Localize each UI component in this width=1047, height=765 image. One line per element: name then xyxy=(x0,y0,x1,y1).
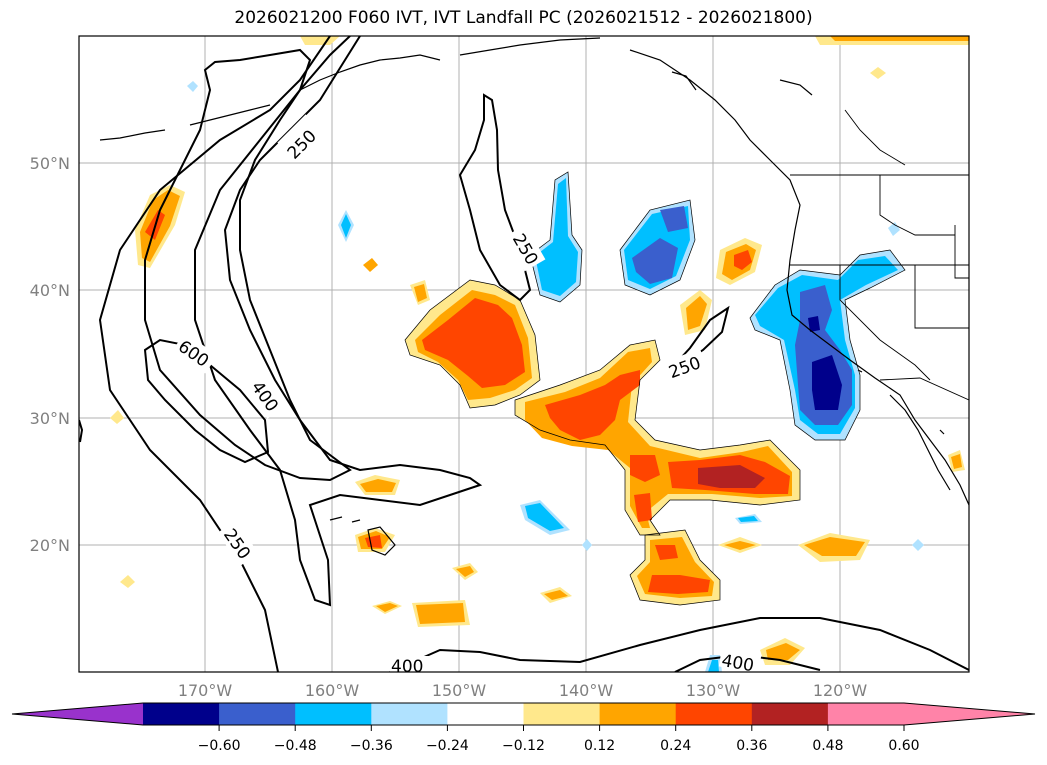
colorbar-tick-label-0: −0.60 xyxy=(198,738,241,754)
lat-label-30n: 30°N xyxy=(30,409,70,428)
colorbar-tick-label-7: 0.36 xyxy=(736,738,767,754)
map-title: 2026021200 F060 IVT, IVT Landfall PC (20… xyxy=(234,8,813,28)
colorbar-segment-7 xyxy=(675,703,753,725)
colorbar-segment-1 xyxy=(219,703,296,725)
borders xyxy=(790,109,969,401)
contour-label-400-south: 400 xyxy=(391,657,423,677)
lat-label-40n: 40°N xyxy=(30,281,70,300)
colorbar-segment-5 xyxy=(523,703,601,725)
lon-label-150w: 150°W xyxy=(432,681,487,700)
lon-label-130w: 130°W xyxy=(686,681,741,700)
lat-label-50n: 50°N xyxy=(30,154,70,173)
lat-label-20n: 20°N xyxy=(30,536,70,555)
colorbar-segment-4 xyxy=(447,703,524,725)
colorbar-segment-9 xyxy=(827,703,905,725)
negative-pc-areas xyxy=(187,81,924,672)
contour-label-400-southeast: 400 xyxy=(720,651,755,676)
map-frame xyxy=(78,35,970,673)
colorbar-over-extension xyxy=(904,703,1035,725)
lon-label-120w: 120°W xyxy=(813,681,868,700)
lon-label-170w: 170°W xyxy=(178,681,233,700)
lon-label-140w: 140°W xyxy=(559,681,614,700)
colorbar-tick-label-2: −0.36 xyxy=(350,738,393,754)
colorbar-segment-3 xyxy=(371,703,448,725)
colorbar: −0.60 −0.48 −0.36 −0.24 −0.12 0.12 0.24 0.36 0.4… xyxy=(11,702,1036,754)
colorbar-tick-label-8: 0.48 xyxy=(812,738,843,754)
positive-pc-areas xyxy=(110,36,969,665)
colorbar-segments xyxy=(143,703,905,725)
colorbar-tick-label-6: 0.24 xyxy=(660,738,691,754)
colorbar-tick-label-4: −0.12 xyxy=(502,738,545,754)
colorbar-outline xyxy=(11,702,1036,726)
colorbar-segment-0 xyxy=(143,703,220,725)
colorbar-tick-label-9: 0.60 xyxy=(888,738,919,754)
colorbar-segment-2 xyxy=(295,703,372,725)
lon-label-160w: 160°W xyxy=(305,681,360,700)
longitude-labels: 170°W 160°W 150°W 140°W 130°W 120°W xyxy=(178,681,868,700)
latitude-labels: 50°N 40°N 30°N 20°N xyxy=(30,154,70,555)
colorbar-ticks: −0.60 −0.48 −0.36 −0.24 −0.12 0.12 0.24 0.36 0.4… xyxy=(198,725,920,754)
colorbar-segment-6 xyxy=(599,703,677,725)
colorbar-under-extension xyxy=(12,703,143,725)
colorbar-tick-label-1: −0.48 xyxy=(274,738,317,754)
pc-outlines xyxy=(404,171,906,606)
colorbar-tick-label-5: 0.12 xyxy=(584,738,615,754)
coastlines xyxy=(99,37,969,556)
colorbar-segment-8 xyxy=(751,703,829,725)
colorbar-tick-label-3: −0.24 xyxy=(426,738,469,754)
